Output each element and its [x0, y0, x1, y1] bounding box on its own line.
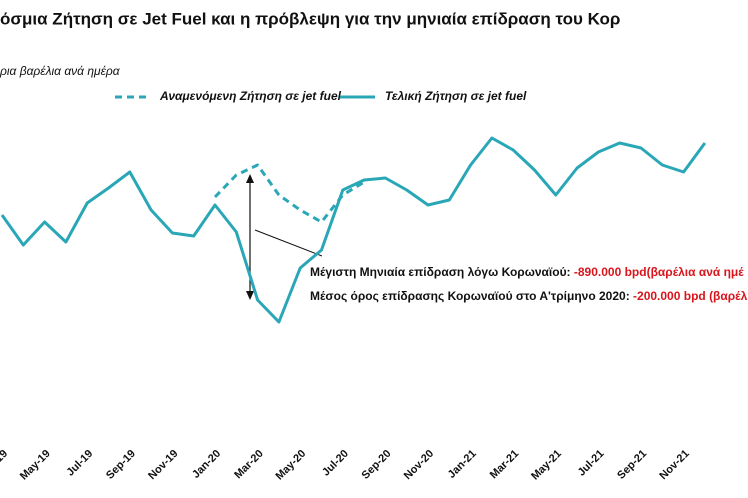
x-tick-label: Jan-20 [190, 448, 223, 481]
annotations: Μέγιστη Μηνιαία επίδραση λόγω Κορωναϊού:… [310, 265, 748, 303]
x-tick-label: May-20 [274, 448, 309, 483]
x-tick-label: Sep-19 [104, 448, 138, 482]
x-tick-label: May-21 [529, 448, 564, 483]
arrow-head [246, 291, 254, 300]
plot: -19 May-19 Jul-19 Sep-19 Nov-19 Jan-20 Mar-20 M… [0, 136, 707, 483]
annotation: Μέσος όρος επίδρασης Κορωναϊού στο Α'τρί… [310, 289, 748, 303]
x-tick-label: Sep-20 [360, 448, 394, 482]
legend-label: Αναμενόμενη Ζήτηση σε jet fuel [159, 89, 342, 103]
x-tick-label: Nov-19 [146, 448, 180, 482]
x-tick-label: Jul-20 [320, 448, 351, 479]
chart-subtitle: ρια βαρέλια ανά ημέρα [0, 64, 121, 78]
annotation-highlight: -890.000 bpd(βαρέλια ανά ημέ [574, 265, 744, 279]
arrow-head [246, 174, 254, 183]
x-tick-label: May-19 [18, 448, 53, 483]
annotation-text: Μέσος όρος επίδρασης Κορωναϊού στο Α'τρί… [310, 289, 633, 303]
x-tick-label: Jul-21 [576, 448, 607, 479]
x-tick-label: Jul-19 [64, 448, 95, 479]
x-tick-label: Mar-21 [488, 448, 522, 482]
x-tick-label: -19 [0, 448, 10, 468]
x-tick-label: Jan-21 [446, 448, 479, 481]
series-line [0, 136, 707, 324]
legend: Αναμενόμενη Ζήτηση σε jet fuel Τελική Ζήτ… [115, 89, 527, 103]
annotation-leader [254, 229, 323, 257]
x-tick-label: Nov-21 [657, 448, 691, 482]
x-tick-label: Nov-20 [402, 448, 436, 482]
x-tick-label: Sep-21 [615, 448, 649, 482]
annotation: Μέγιστη Μηνιαία επίδραση λόγω Κορωναϊού:… [310, 265, 744, 279]
legend-label: Τελική Ζήτηση σε jet fuel [385, 89, 527, 103]
annotation-highlight: -200.000 bpd (βαρέλι [633, 289, 748, 303]
chart-title: όσμια Ζήτηση σε Jet Fuel και η πρόβλεψη … [0, 9, 620, 28]
x-tick-label: Mar-20 [232, 448, 266, 482]
annotation-text: Μέγιστη Μηνιαία επίδραση λόγω Κορωναϊού: [310, 265, 574, 279]
